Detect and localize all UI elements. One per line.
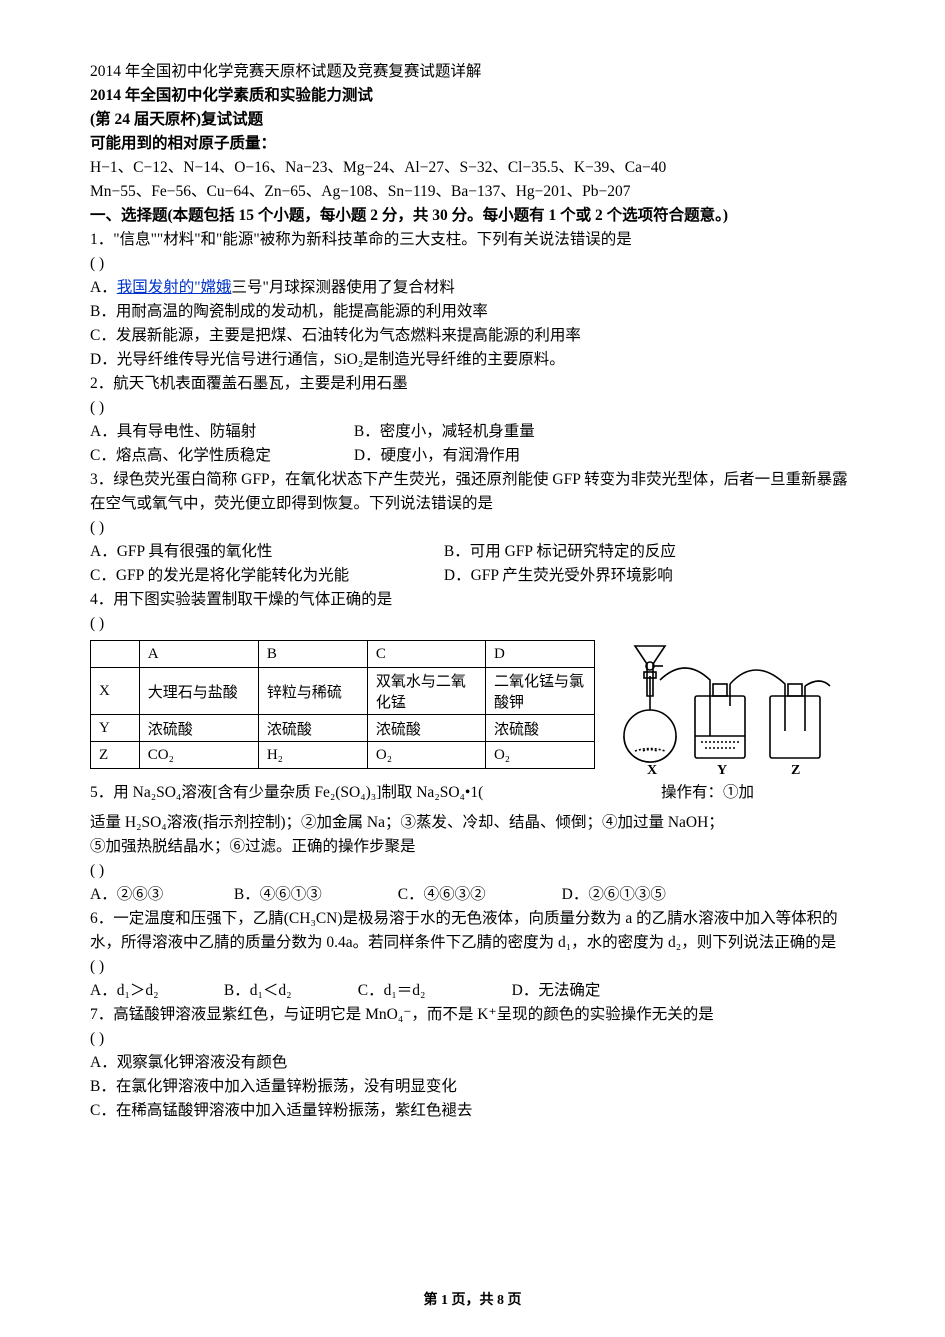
apparatus-diagram: X Y Z — [605, 636, 855, 781]
q4-paren: ( ) — [90, 612, 855, 636]
q6-paren: ( ) — [90, 955, 855, 979]
q1-stem: 1．"信息""材料"和"能源"被称为新科技革命的三大支柱。下列有关说法错误的是 — [90, 228, 855, 252]
q4-head-0 — [91, 641, 140, 668]
q4-r0-label: X — [91, 668, 140, 715]
q1-optB: B．用耐高温的陶瓷制成的发动机，能提高能源的利用效率 — [90, 300, 855, 324]
q6-optD: D．无法确定 — [512, 979, 601, 1003]
apparatus-icon: X Y Z — [605, 636, 855, 776]
section-1-heading: 一、选择题(本题包括 15 个小题，每小题 2 分，共 30 分。每小题有 1 … — [90, 204, 855, 228]
q4-r0-c0: 大理石与盐酸 — [139, 668, 258, 715]
q7-optC: C．在稀高锰酸钾溶液中加入适量锌粉振荡，紫红色褪去 — [90, 1099, 855, 1123]
q2-row2: C．熔点高、化学性质稳定 D．硬度小，有润滑作用 — [90, 444, 855, 468]
q6-options: A．d₁＞d₂ B．d₁＜d₂ C．d₁＝d₂ D．无法确定 — [90, 979, 855, 1003]
q4-r1-c1: 浓硫酸 — [258, 715, 367, 742]
q4-r1-c0: 浓硫酸 — [139, 715, 258, 742]
q1-optD: D．光导纤维传导光信号进行通信，SiO₂是制造光导纤维的主要原料。 — [90, 348, 855, 372]
table-row: Z CO₂ H₂ O₂ O₂ — [91, 742, 595, 769]
q1-optA-link[interactable]: 我国发射的"嫦娥 — [117, 279, 232, 296]
apparatus-label-z: Z — [791, 763, 800, 776]
atomic-masses-1: H−1、C−12、N−14、O−16、Na−23、Mg−24、Al−27、S−3… — [90, 156, 855, 180]
q4-r2-c1: H₂ — [258, 742, 367, 769]
q3-row1: A．GFP 具有很强的氧化性 B．可用 GFP 标记研究特定的反应 — [90, 540, 855, 564]
q2-optD: D．硬度小，有润滑作用 — [354, 444, 520, 468]
q5-options: A．②⑥③ B．④⑥①③ C．④⑥③② D．②⑥①③⑤ — [90, 883, 855, 907]
table-row: Y 浓硫酸 浓硫酸 浓硫酸 浓硫酸 — [91, 715, 595, 742]
q4-r2-c2: O₂ — [367, 742, 485, 769]
q4-r1-c2: 浓硫酸 — [367, 715, 485, 742]
q2-stem: 2．航天飞机表面覆盖石墨瓦，主要是利用石墨 — [90, 372, 855, 396]
q4-r2-c3: O₂ — [485, 742, 594, 769]
q3-row2: C．GFP 的发光是将化学能转化为光能 D．GFP 产生荧光受外界环境影响 — [90, 564, 855, 588]
q4-r2-label: Z — [91, 742, 140, 769]
q1-optC: C．发展新能源，主要是把煤、石油转化为气态燃料来提高能源的利用率 — [90, 324, 855, 348]
q6-optB: B．d₁＜d₂ — [224, 979, 354, 1003]
q7-stem: 7．高锰酸钾溶液显紫红色，与证明它是 MnO₄⁻，而不是 K⁺呈现的颜色的实验操… — [90, 1003, 855, 1027]
q5-optA: A．②⑥③ — [90, 883, 230, 907]
q1-optA-prefix: A． — [90, 279, 117, 296]
table-row: X 大理石与盐酸 锌粒与稀硫 双氧水与二氧化锰 二氧化锰与氯酸钾 — [91, 668, 595, 715]
q4-row: A B C D X 大理石与盐酸 锌粒与稀硫 双氧水与二氧化锰 二氧化锰与氯酸钾… — [90, 636, 855, 781]
table-row: A B C D — [91, 641, 595, 668]
q7-paren: ( ) — [90, 1027, 855, 1051]
q6-stem: 6．一定温度和压强下，乙腈(CH₃CN)是极易溶于水的无色液体，向质量分数为 a… — [90, 907, 855, 955]
q4-r0-c3: 二氧化锰与氯酸钾 — [485, 668, 594, 715]
q2-paren: ( ) — [90, 396, 855, 420]
q4-r0-c1: 锌粒与稀硫 — [258, 668, 367, 715]
q2-optC: C．熔点高、化学性质稳定 — [90, 444, 350, 468]
q6-optA: A．d₁＞d₂ — [90, 979, 220, 1003]
q3-optC: C．GFP 的发光是将化学能转化为光能 — [90, 564, 440, 588]
atomic-masses-2: Mn−55、Fe−56、Cu−64、Zn−65、Ag−108、Sn−119、Ba… — [90, 180, 855, 204]
q5-optC: C．④⑥③② — [398, 883, 558, 907]
q5-paren: ( ) — [90, 859, 855, 883]
q5-line3: ⑤加强热脱结晶水；⑥过滤。正确的操作步聚是 — [90, 835, 855, 859]
header-line3: (第 24 届天原杯)复试试题 — [90, 108, 855, 132]
q2-row1: A．具有导电性、防辐射 B．密度小，减轻机身重量 — [90, 420, 855, 444]
q3-paren: ( ) — [90, 516, 855, 540]
q2-optA: A．具有导电性、防辐射 — [90, 420, 350, 444]
header-line1: 2014 年全国初中化学竞赛天原杯试题及竞赛复赛试题详解 — [90, 60, 855, 84]
q7-optB: B．在氯化钾溶液中加入适量锌粉振荡，没有明显变化 — [90, 1075, 855, 1099]
apparatus-label-x: X — [647, 763, 657, 776]
q4-head-3: C — [367, 641, 485, 668]
q3-optA: A．GFP 具有很强的氧化性 — [90, 540, 440, 564]
q1-paren: ( ) — [90, 252, 855, 276]
q4-head-4: D — [485, 641, 594, 668]
q5-optB: B．④⑥①③ — [234, 883, 394, 907]
apparatus-label-y: Y — [717, 763, 727, 776]
q5-stem-b: 操作有：①加 — [661, 784, 754, 801]
q7-optA: A．观察氯化钾溶液没有颜色 — [90, 1051, 855, 1075]
q4-head-2: B — [258, 641, 367, 668]
q5-stem-row: 5．用 Na₂SO₄溶液[含有少量杂质 Fe₂(SO₄)₃]制取 Na₂SO₄•… — [90, 781, 855, 805]
q4-r2-c0: CO₂ — [139, 742, 258, 769]
q5-line2: 适量 H₂SO₄溶液(指示剂控制)；②加金属 Na；③蒸发、冷却、结晶、倾倒；④… — [90, 811, 855, 835]
q1-optA-rest: 三号"月球探测器使用了复合材料 — [232, 279, 455, 296]
q1-optA: A．我国发射的"嫦娥三号"月球探测器使用了复合材料 — [90, 276, 855, 300]
q4-head-1: A — [139, 641, 258, 668]
q2-optB: B．密度小，减轻机身重量 — [354, 420, 535, 444]
page-footer: 第 1 页，共 8 页 — [0, 1289, 945, 1309]
q3-optD: D．GFP 产生荧光受外界环境影响 — [444, 564, 673, 588]
q5-optD: D．②⑥①③⑤ — [562, 883, 666, 907]
q4-r1-c3: 浓硫酸 — [485, 715, 594, 742]
q4-r0-c2: 双氧水与二氧化锰 — [367, 668, 485, 715]
q5-stem-a: 5．用 Na₂SO₄溶液[含有少量杂质 Fe₂(SO₄)₃]制取 Na₂SO₄•… — [90, 784, 483, 801]
header-line2: 2014 年全国初中化学素质和实验能力测试 — [90, 84, 855, 108]
q4-stem: 4．用下图实验装置制取干燥的气体正确的是 — [90, 588, 855, 612]
header-line4: 可能用到的相对原子质量： — [90, 132, 855, 156]
q3-stem: 3．绿色荧光蛋白简称 GFP，在氧化状态下产生荧光，强还原剂能使 GFP 转变为… — [90, 468, 855, 516]
q6-optC: C．d₁＝d₂ — [358, 979, 508, 1003]
q3-optB: B．可用 GFP 标记研究特定的反应 — [444, 540, 676, 564]
q4-table: A B C D X 大理石与盐酸 锌粒与稀硫 双氧水与二氧化锰 二氧化锰与氯酸钾… — [90, 640, 595, 769]
q4-r1-label: Y — [91, 715, 140, 742]
page: 2014 年全国初中化学竞赛天原杯试题及竞赛复赛试题详解 2014 年全国初中化… — [0, 0, 945, 1337]
